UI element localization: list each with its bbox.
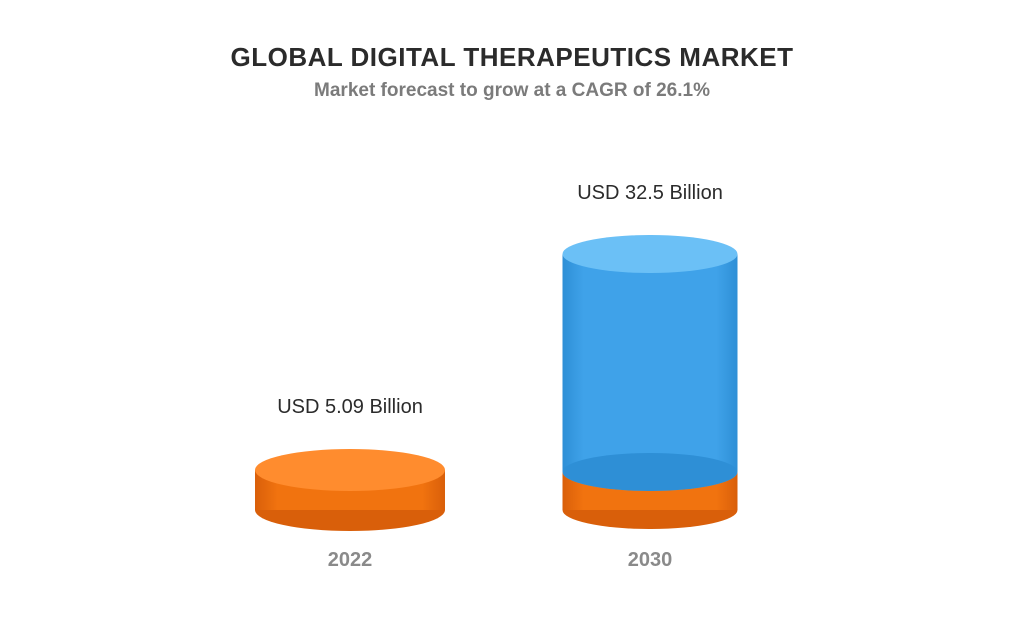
cylinder-joint-cap <box>563 453 738 492</box>
chart-subtitle: Market forecast to grow at a CAGR of 26.… <box>0 80 1024 102</box>
infographic-root: GLOBAL DIGITAL THERAPEUTICS MARKET Marke… <box>0 0 1024 620</box>
cylinder <box>255 449 445 510</box>
chart-area: 2022 USD 5.09 Billion 2030 USD 32.5 Billion <box>0 130 1024 580</box>
cylinder-top-cap <box>563 235 738 274</box>
year-label: 2022 <box>200 549 500 572</box>
chart-column-y2030: 2030 USD 32.5 Billion <box>500 130 800 580</box>
value-label: USD 5.09 Billion <box>200 396 500 419</box>
cylinder <box>563 235 738 510</box>
chart-title: GLOBAL DIGITAL THERAPEUTICS MARKET <box>0 42 1024 73</box>
chart-column-y2022: 2022 USD 5.09 Billion <box>200 130 500 580</box>
value-label: USD 32.5 Billion <box>500 182 800 205</box>
cylinder-segment <box>563 254 738 472</box>
cylinder-top-cap <box>255 449 445 491</box>
year-label: 2030 <box>500 549 800 572</box>
